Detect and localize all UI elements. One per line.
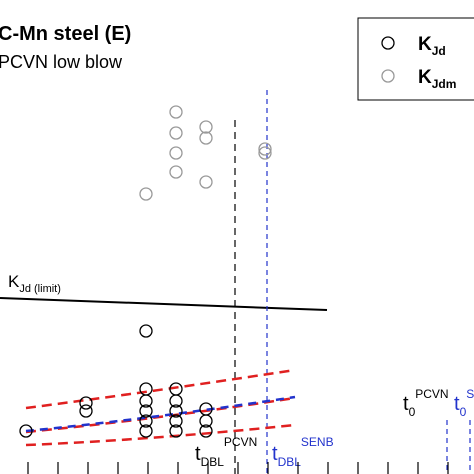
data-point: [139, 404, 153, 418]
data-point: [139, 382, 153, 396]
data-point: [199, 414, 213, 428]
data-point: [139, 187, 153, 201]
data-point: [169, 424, 183, 438]
data-point: [169, 126, 183, 140]
data-point: [169, 165, 183, 179]
data-point: [169, 394, 183, 408]
data-point: [258, 146, 272, 160]
data-point: [79, 396, 93, 410]
fit-curve: [25, 368, 296, 410]
annotation: tDBLSENB: [272, 435, 334, 469]
fit-curve: [25, 423, 296, 447]
legend-box: [357, 17, 474, 101]
data-point: [199, 131, 213, 145]
data-point: [139, 414, 153, 428]
chart-title: C-Mn steel (E): [0, 23, 131, 45]
data-point: [169, 146, 183, 160]
legend-label: KJd: [418, 34, 446, 58]
data-point: [169, 105, 183, 119]
data-point: [199, 120, 213, 134]
data-point: [169, 414, 183, 428]
annotation: KJd (limit): [8, 272, 61, 295]
legend-label: KJdm: [418, 67, 456, 91]
fit-curve: [25, 395, 296, 433]
data-point: [19, 424, 33, 438]
data-point: [199, 175, 213, 189]
annotation: t0S: [454, 387, 474, 419]
data-point: [169, 404, 183, 418]
limit-line: [0, 297, 328, 311]
legend-marker: [381, 36, 395, 50]
data-point: [258, 142, 272, 156]
data-point: [139, 394, 153, 408]
data-point: [139, 424, 153, 438]
chart-subtitle: PCVN low blow: [0, 52, 123, 72]
annotation: t0PCVN: [403, 387, 449, 419]
data-point: [79, 404, 93, 418]
data-point: [139, 324, 153, 338]
data-point: [199, 424, 213, 438]
annotation: tDBLPCVN: [195, 435, 257, 469]
legend-marker: [381, 69, 395, 83]
